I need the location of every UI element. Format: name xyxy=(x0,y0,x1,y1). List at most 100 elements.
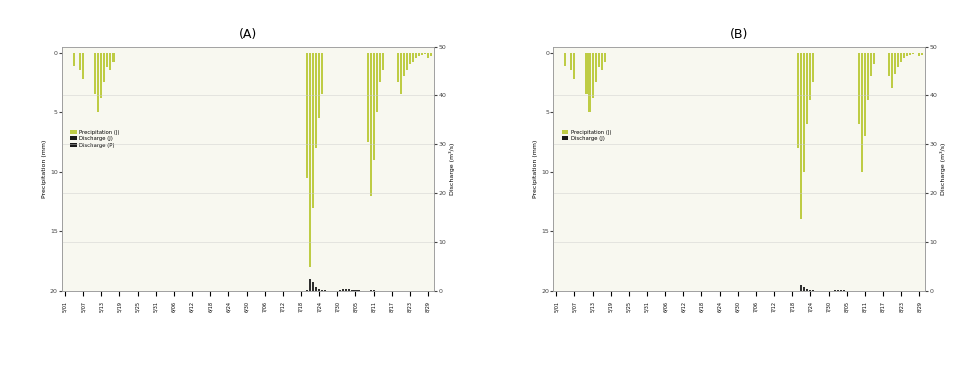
Bar xyxy=(597,52,599,67)
Bar xyxy=(430,52,432,56)
Bar xyxy=(887,52,889,76)
Bar xyxy=(312,282,314,291)
Bar xyxy=(563,52,566,66)
Bar xyxy=(351,289,354,291)
Bar xyxy=(591,52,593,98)
Bar xyxy=(836,290,838,291)
Bar xyxy=(309,52,311,267)
Bar xyxy=(357,290,359,291)
Bar xyxy=(348,289,350,291)
Bar xyxy=(869,52,871,76)
Bar xyxy=(405,52,408,70)
Bar xyxy=(833,290,835,291)
Bar xyxy=(594,52,596,82)
Bar xyxy=(110,52,112,70)
Y-axis label: Precipitation (mm): Precipitation (mm) xyxy=(533,140,537,198)
Bar xyxy=(314,287,317,291)
Bar xyxy=(324,290,326,291)
Bar xyxy=(309,279,311,291)
Title: (A): (A) xyxy=(238,28,257,41)
Bar xyxy=(872,52,874,64)
Bar xyxy=(570,52,572,70)
Bar xyxy=(339,290,341,291)
Bar xyxy=(808,52,811,100)
Title: (B): (B) xyxy=(729,28,748,41)
Bar xyxy=(82,52,84,79)
Bar xyxy=(860,52,862,172)
Bar xyxy=(573,52,575,79)
Bar xyxy=(306,52,308,178)
Bar xyxy=(94,52,96,94)
Bar xyxy=(841,290,843,291)
Bar xyxy=(378,52,380,82)
Bar xyxy=(373,52,375,160)
Bar xyxy=(321,52,323,94)
Bar xyxy=(800,285,801,291)
Bar xyxy=(373,290,375,291)
Legend: Precipitation (J), Discharge (J), Discharge (P): Precipitation (J), Discharge (J), Discha… xyxy=(69,127,122,150)
Bar xyxy=(585,52,587,94)
Bar xyxy=(911,52,913,54)
Bar xyxy=(342,289,344,291)
Bar xyxy=(800,52,801,220)
Bar xyxy=(317,289,320,291)
Bar xyxy=(399,52,401,94)
Bar xyxy=(908,52,910,55)
Bar xyxy=(369,52,372,196)
Bar xyxy=(893,52,895,74)
Bar xyxy=(427,52,429,59)
Bar xyxy=(812,52,814,82)
Bar xyxy=(805,52,807,124)
Bar xyxy=(381,52,383,70)
Bar xyxy=(355,290,356,291)
Bar xyxy=(417,52,419,56)
Bar xyxy=(112,52,114,62)
Bar xyxy=(321,289,323,291)
Bar xyxy=(600,52,602,70)
Bar xyxy=(314,52,317,148)
Legend: Precipitation (J), Discharge (J): Precipitation (J), Discharge (J) xyxy=(559,127,613,143)
Bar xyxy=(896,52,899,67)
Bar xyxy=(366,52,368,142)
Bar xyxy=(423,52,426,54)
Bar xyxy=(862,52,865,136)
Bar xyxy=(317,52,320,118)
Bar xyxy=(420,52,423,55)
Bar xyxy=(918,52,920,56)
Bar xyxy=(97,52,99,112)
Bar xyxy=(103,52,106,82)
Bar xyxy=(808,290,811,291)
Bar xyxy=(839,290,841,291)
Bar xyxy=(345,289,347,291)
Bar xyxy=(921,52,923,55)
Bar xyxy=(866,52,868,100)
Bar xyxy=(415,52,416,59)
Bar xyxy=(306,290,308,291)
Bar xyxy=(402,52,404,76)
Bar xyxy=(100,52,102,98)
Bar xyxy=(905,52,907,56)
Bar xyxy=(890,52,892,88)
Bar xyxy=(802,287,804,291)
Y-axis label: Discharge (m³/s): Discharge (m³/s) xyxy=(449,143,455,195)
Bar xyxy=(802,52,804,172)
Bar xyxy=(805,289,807,291)
Bar xyxy=(603,52,605,62)
Bar xyxy=(588,52,590,112)
Bar xyxy=(857,52,859,124)
Bar xyxy=(409,52,411,64)
Bar xyxy=(412,52,414,62)
Bar xyxy=(797,52,799,148)
Y-axis label: Discharge (m³/s): Discharge (m³/s) xyxy=(940,143,945,195)
Bar xyxy=(106,52,109,67)
Bar xyxy=(396,52,398,82)
Bar xyxy=(73,52,75,66)
Bar xyxy=(812,290,814,291)
Bar xyxy=(312,52,314,208)
Bar xyxy=(79,52,81,70)
Bar xyxy=(902,52,904,59)
Bar xyxy=(900,52,902,62)
Bar xyxy=(375,52,377,112)
Y-axis label: Precipitation (mm): Precipitation (mm) xyxy=(42,140,47,198)
Bar xyxy=(369,290,372,291)
